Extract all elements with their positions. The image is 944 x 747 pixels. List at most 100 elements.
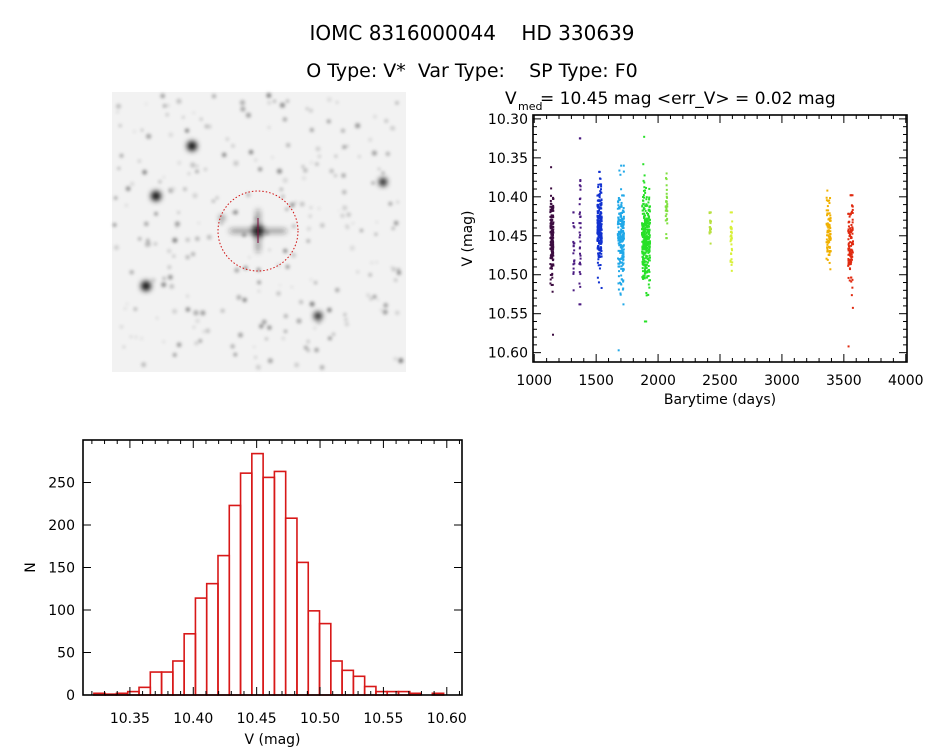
star <box>166 104 170 107</box>
title-text: = 10.45 mag <err_V> = 0.02 mag <box>540 89 836 109</box>
data-point <box>648 198 651 201</box>
data-point <box>643 276 646 279</box>
data-point <box>665 233 668 236</box>
data-point <box>579 185 582 188</box>
star <box>254 216 258 221</box>
data-point <box>648 231 651 234</box>
star <box>185 307 191 312</box>
data-point <box>665 207 668 210</box>
data-point <box>829 219 832 222</box>
data-point <box>552 248 555 251</box>
data-point <box>826 214 829 217</box>
data-point <box>619 292 622 295</box>
data-point <box>847 242 850 245</box>
data-point <box>598 206 601 209</box>
data-point <box>550 257 553 260</box>
data-point <box>643 228 646 231</box>
star <box>390 126 395 131</box>
data-point <box>641 247 644 250</box>
data-point <box>851 218 854 221</box>
data-point <box>572 252 575 255</box>
data-point <box>641 245 644 248</box>
histogram-bars <box>93 452 445 696</box>
data-point <box>825 209 828 212</box>
series-season-1 <box>549 166 555 336</box>
star <box>342 205 348 211</box>
data-point <box>850 211 853 214</box>
data-point <box>648 208 651 211</box>
star <box>259 324 264 329</box>
star <box>286 143 291 148</box>
data-point <box>849 241 852 244</box>
data-point <box>619 233 622 236</box>
data-point <box>649 221 652 224</box>
star <box>276 291 281 296</box>
histogram-bar <box>239 472 253 696</box>
star <box>342 190 347 195</box>
data-point <box>645 236 648 239</box>
histogram-bar <box>217 554 231 696</box>
data-point <box>826 222 829 225</box>
data-point <box>645 225 648 228</box>
star <box>368 273 372 277</box>
histogram-bar <box>251 452 264 696</box>
data-point <box>647 214 650 217</box>
data-point <box>644 270 647 273</box>
data-point <box>552 225 555 228</box>
data-point <box>826 243 829 246</box>
data-point <box>851 221 854 224</box>
data-point <box>644 204 647 207</box>
data-point <box>579 197 582 200</box>
star <box>138 237 142 241</box>
star <box>154 242 157 246</box>
data-point <box>641 212 644 215</box>
data-point <box>572 244 575 247</box>
series-season-8 <box>729 211 734 272</box>
star <box>177 211 180 214</box>
data-point <box>642 244 645 247</box>
histogram-bar <box>172 660 185 696</box>
data-point <box>827 226 830 229</box>
star <box>191 252 195 257</box>
data-point <box>549 267 552 270</box>
title-subscript: med <box>518 100 542 113</box>
star <box>343 313 347 316</box>
star <box>334 155 337 158</box>
data-point <box>572 271 575 274</box>
data-point <box>599 221 602 224</box>
data-point <box>847 212 850 215</box>
data-point <box>648 230 651 233</box>
star <box>220 308 225 313</box>
data-point <box>828 202 831 205</box>
data-point <box>647 241 650 244</box>
data-point <box>644 266 647 269</box>
data-point <box>619 212 622 215</box>
data-point <box>622 231 625 234</box>
data-point <box>648 215 651 218</box>
data-point <box>642 206 645 209</box>
data-point <box>572 263 575 266</box>
data-point <box>825 238 828 241</box>
data-point <box>599 188 602 191</box>
data-point <box>622 194 625 197</box>
data-point <box>620 265 623 268</box>
data-point <box>644 220 647 223</box>
data-point <box>622 244 625 247</box>
data-point <box>579 180 582 183</box>
star <box>134 335 138 339</box>
data-point <box>709 231 712 234</box>
star <box>242 297 247 302</box>
star <box>258 290 260 293</box>
data-point <box>622 230 625 233</box>
star <box>352 222 354 225</box>
data-point <box>551 239 554 242</box>
data-point <box>620 244 623 247</box>
star <box>285 264 290 269</box>
data-point <box>646 235 649 238</box>
data-point <box>617 249 620 252</box>
data-point <box>648 223 651 226</box>
star <box>303 345 308 350</box>
data-point <box>664 205 667 208</box>
star <box>282 177 288 183</box>
data-point <box>730 269 733 272</box>
